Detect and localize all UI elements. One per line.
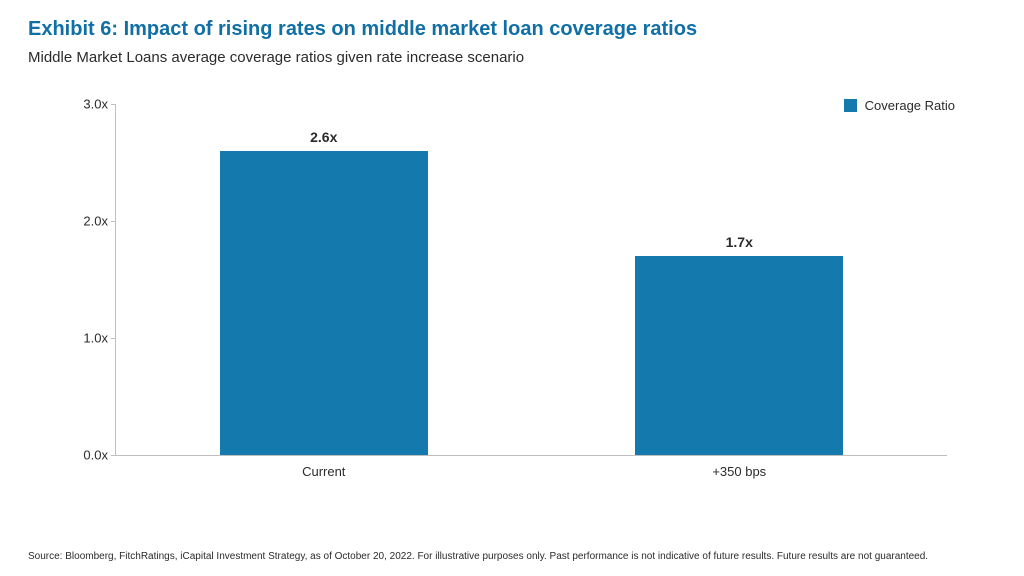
y-tick-mark — [111, 455, 116, 456]
y-tick-label: 3.0x — [62, 97, 108, 112]
y-tick-label: 2.0x — [62, 214, 108, 229]
y-tick-label: 0.0x — [62, 448, 108, 463]
source-footnote: Source: Bloomberg, FitchRatings, iCapita… — [28, 551, 996, 562]
y-tick-mark — [111, 104, 116, 105]
bar: 2.6x — [220, 151, 428, 455]
exhibit-subtitle: Middle Market Loans average coverage rat… — [28, 49, 996, 66]
exhibit-title: Exhibit 6: Impact of rising rates on mid… — [28, 18, 996, 41]
y-tick-mark — [111, 338, 116, 339]
plot-area: 0.0x1.0x2.0x3.0x2.6xCurrent1.7x+350 bps — [115, 104, 947, 456]
chart-container: Coverage Ratio 0.0x1.0x2.0x3.0x2.6xCurre… — [57, 92, 967, 492]
bar: 1.7x — [635, 256, 843, 455]
x-category-label: +350 bps — [712, 464, 766, 479]
y-tick-mark — [111, 221, 116, 222]
bar-value-label: 2.6x — [310, 129, 337, 145]
x-category-label: Current — [302, 464, 345, 479]
bar-value-label: 1.7x — [726, 234, 753, 250]
y-tick-label: 1.0x — [62, 331, 108, 346]
